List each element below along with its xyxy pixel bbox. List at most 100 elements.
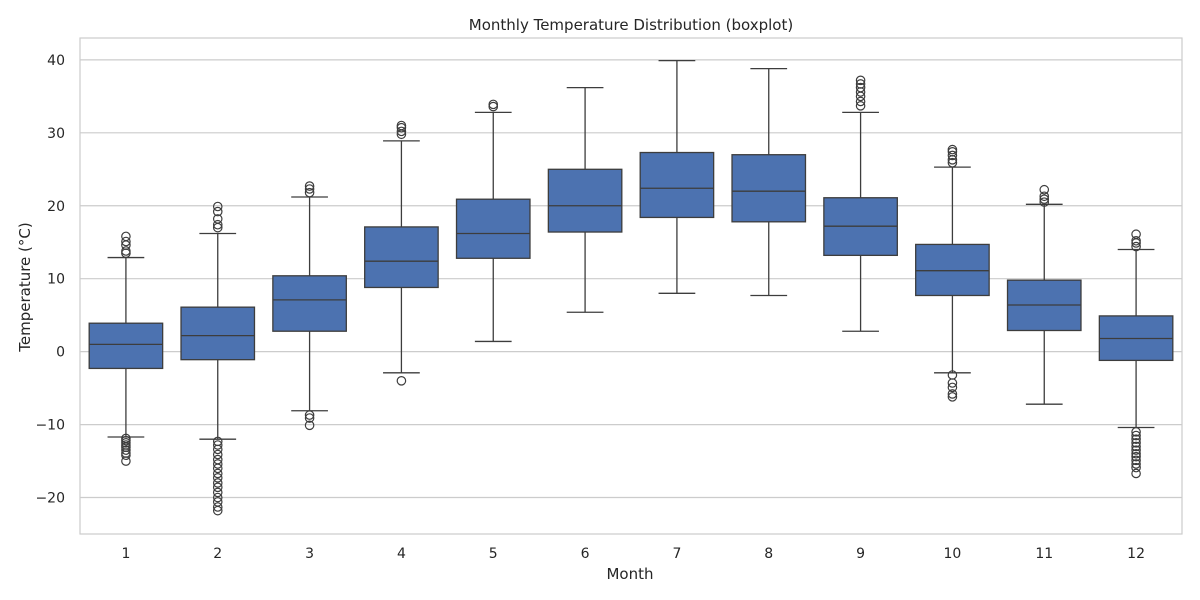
outlier-point	[855, 82, 866, 93]
outlier-point	[1131, 441, 1141, 452]
y-tick-label: 20	[47, 199, 65, 215]
outlier-point	[212, 505, 223, 516]
outlier-point	[1131, 427, 1141, 437]
outlier-point	[1131, 438, 1141, 448]
y-axis-title: Temperature (°C)	[16, 222, 34, 352]
y-tick-label: 40	[47, 53, 65, 69]
x-tick-label: 3	[305, 546, 314, 562]
outlier-point	[1039, 191, 1050, 202]
outlier-point	[212, 473, 223, 483]
chart-title: Monthly Temperature Distribution (boxplo…	[469, 16, 793, 34]
outlier-point	[121, 231, 131, 242]
box-group-month-9	[823, 75, 898, 332]
outlier-point	[212, 206, 223, 217]
outlier-point	[855, 75, 866, 86]
outlier-point	[212, 482, 223, 493]
outlier-point	[1131, 451, 1141, 462]
outlier-point	[396, 376, 407, 386]
outlier-point	[1131, 241, 1141, 252]
outlier-point	[121, 450, 131, 461]
box-group-month-3	[272, 181, 347, 431]
outlier-point	[121, 236, 131, 247]
y-tick-label: −20	[35, 491, 65, 507]
outlier-point	[212, 468, 223, 479]
box-group-month-12	[1098, 229, 1174, 479]
outlier-point	[304, 187, 315, 198]
x-tick-label: 11	[1035, 546, 1053, 562]
x-tick-label: 6	[581, 546, 590, 562]
outlier-point	[121, 456, 131, 466]
box-group-month-2	[180, 201, 256, 516]
y-tick-label: −10	[35, 418, 65, 434]
y-tick-label: 0	[56, 345, 65, 361]
outlier-point	[855, 96, 866, 107]
plot-frame	[79, 37, 1183, 535]
outlier-point	[855, 79, 866, 89]
iqr-box	[88, 322, 164, 370]
outlier-point	[304, 413, 315, 423]
outlier-point	[488, 99, 499, 110]
x-tick-label: 8	[764, 546, 773, 562]
outlier-point	[212, 463, 223, 474]
x-axis-title: Month	[606, 565, 653, 583]
outlier-point	[121, 445, 131, 455]
outlier-point	[1039, 197, 1050, 207]
grid-layer	[80, 59, 1182, 499]
outlier-point	[1131, 445, 1141, 455]
x-tick-label: 4	[397, 546, 406, 562]
outlier-point	[1039, 184, 1050, 195]
outlier-point	[947, 157, 958, 168]
box-group-month-7	[639, 59, 715, 294]
box-layer	[88, 59, 1174, 516]
y-tick-label: 30	[47, 126, 65, 142]
outlier-point	[1131, 468, 1141, 479]
outlier-point	[212, 459, 223, 469]
outlier-point	[1131, 459, 1141, 469]
x-tick-label: 7	[672, 546, 681, 562]
iqr-box	[364, 226, 439, 289]
x-tick-label: 9	[856, 546, 865, 562]
iqr-box	[272, 275, 347, 332]
iqr-box	[639, 151, 715, 219]
outlier-point	[304, 184, 315, 194]
outlier-point	[212, 444, 223, 455]
outlier-point	[947, 150, 958, 161]
outlier-point	[1131, 462, 1141, 473]
outlier-point	[1131, 430, 1141, 441]
box-group-month-8	[731, 67, 807, 297]
box-group-month-4	[364, 120, 439, 386]
iqr-box	[915, 243, 990, 297]
iqr-box	[547, 168, 623, 233]
y-tick-labels: −20 −10 0 10 20 30 40	[35, 53, 65, 507]
outlier-point	[1131, 229, 1141, 240]
box-group-month-5	[455, 99, 531, 343]
outlier-point	[212, 449, 223, 460]
outlier-point	[212, 478, 223, 488]
outlier-point	[1131, 434, 1141, 444]
outlier-point	[212, 201, 223, 212]
outlier-point	[947, 382, 958, 393]
outlier-point	[121, 246, 131, 256]
outlier-point	[396, 126, 407, 137]
outlier-point	[1131, 235, 1141, 246]
box-group-month-11	[1006, 184, 1082, 405]
outlier-point	[396, 120, 407, 131]
x-tick-label: 12	[1127, 546, 1145, 562]
outlier-point	[212, 487, 223, 498]
outlier-point	[212, 440, 223, 450]
box-group-month-6	[547, 86, 623, 313]
outlier-point	[212, 214, 223, 224]
outlier-point	[304, 420, 315, 431]
iqr-box	[731, 154, 807, 223]
outlier-point	[304, 410, 315, 420]
x-tick-labels: 1 2 3 4 5 6 7 8 9 10 11 12	[121, 546, 1145, 562]
outlier-point	[855, 101, 866, 111]
outlier-point	[947, 378, 958, 388]
iqr-box	[180, 306, 256, 361]
outlier-point	[947, 392, 958, 402]
outlier-point	[1039, 194, 1050, 204]
outlier-point	[304, 181, 315, 191]
outlier-point	[212, 219, 223, 230]
